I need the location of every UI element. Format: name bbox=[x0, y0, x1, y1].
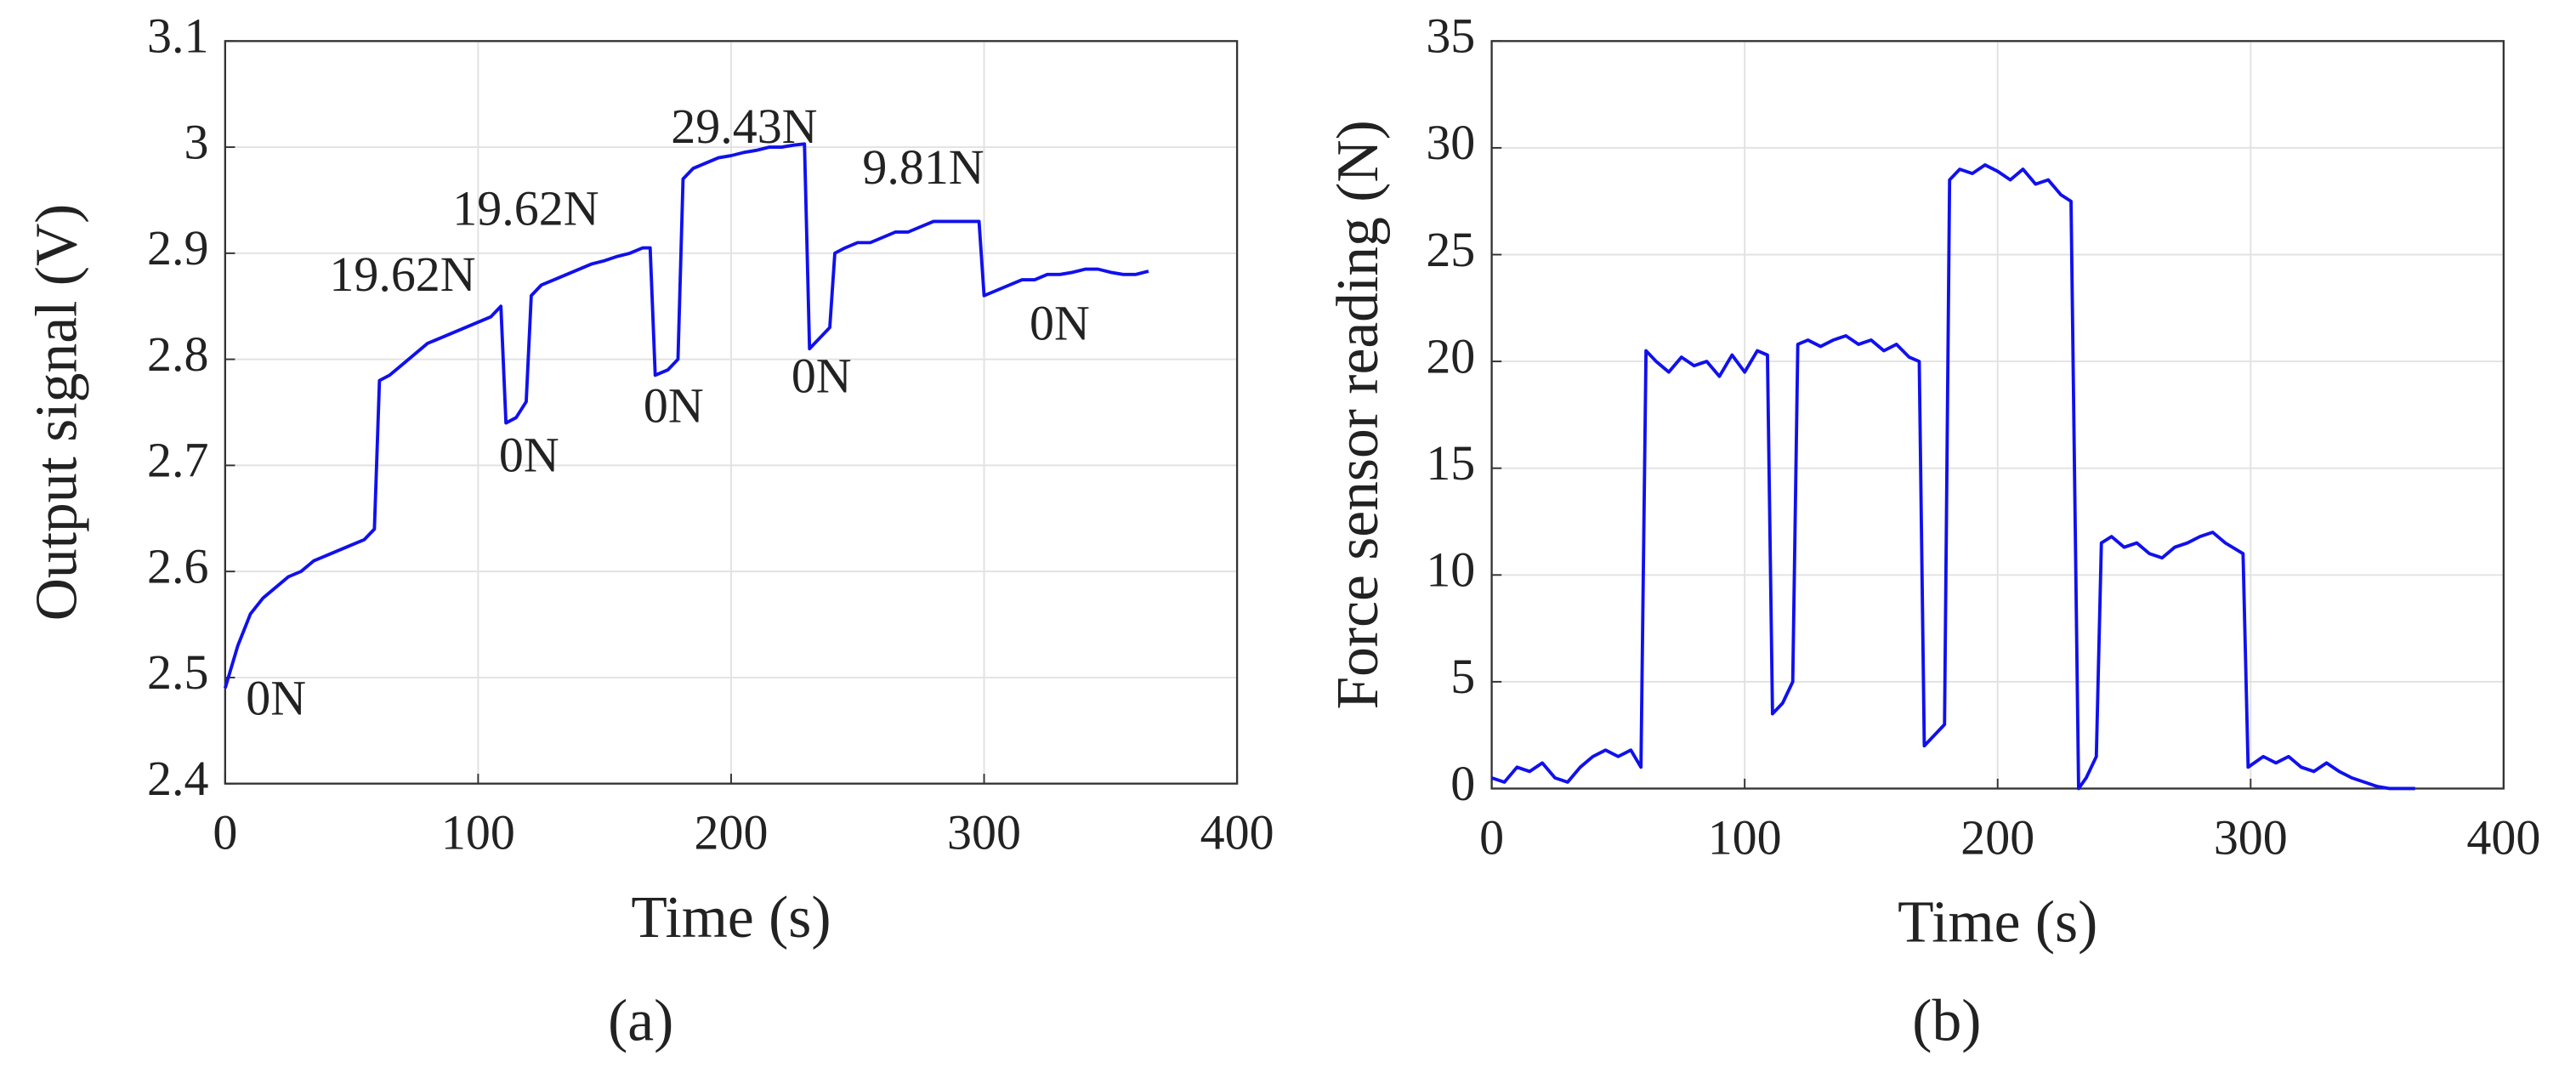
y-tick-label: 10 bbox=[1426, 542, 1475, 598]
y-tick-label: 2.5 bbox=[147, 644, 208, 700]
y-tick-label: 2.4 bbox=[147, 751, 208, 806]
x-tick-label: 200 bbox=[1960, 810, 2034, 866]
annotation: 0N bbox=[1030, 296, 1090, 351]
annotation: 19.62N bbox=[329, 247, 475, 302]
y-tick-label: 25 bbox=[1426, 222, 1475, 277]
x-axis-label: Time (s) bbox=[631, 885, 831, 951]
y-tick-label: 30 bbox=[1426, 115, 1475, 170]
caption: (b) bbox=[1912, 989, 1981, 1054]
y-tick-label: 35 bbox=[1426, 9, 1475, 64]
annotation: 0N bbox=[644, 377, 704, 433]
y-tick-label: 3 bbox=[184, 114, 209, 169]
annotation: 19.62N bbox=[452, 180, 599, 236]
y-axis-label: Force sensor reading (N) bbox=[1325, 120, 1391, 709]
caption: (a) bbox=[608, 989, 673, 1054]
x-tick-label: 400 bbox=[2466, 810, 2540, 866]
x-tick-label: 100 bbox=[441, 805, 515, 860]
x-tick-label: 0 bbox=[213, 805, 237, 860]
y-tick-label: 15 bbox=[1426, 435, 1475, 491]
x-axis-label: Time (s) bbox=[1898, 890, 2097, 956]
y-tick-label: 2.6 bbox=[147, 538, 208, 593]
x-tick-label: 300 bbox=[947, 805, 1021, 860]
y-tick-label: 2.9 bbox=[147, 220, 208, 275]
annotation: 29.43N bbox=[671, 99, 817, 154]
data-line bbox=[1490, 163, 2415, 791]
y-tick-label: 2.8 bbox=[147, 326, 208, 382]
data-line bbox=[223, 142, 1149, 689]
annotation: 9.81N bbox=[862, 139, 984, 195]
plot-frame bbox=[224, 40, 1239, 785]
plot-frame bbox=[1490, 40, 2505, 790]
y-tick-label: 5 bbox=[1450, 649, 1475, 704]
x-tick-label: 400 bbox=[1200, 805, 1274, 860]
x-tick-label: 100 bbox=[1708, 810, 1782, 866]
y-axis-label: Output signal (V) bbox=[25, 204, 90, 621]
y-tick-label: 2.7 bbox=[147, 433, 208, 488]
annotation: 0N bbox=[792, 349, 852, 404]
y-tick-label: 20 bbox=[1426, 328, 1475, 383]
annotation: 0N bbox=[246, 670, 306, 725]
x-tick-label: 200 bbox=[694, 805, 768, 860]
annotation: 0N bbox=[499, 427, 559, 482]
y-tick-label: 0 bbox=[1450, 756, 1475, 811]
x-tick-label: 0 bbox=[1479, 810, 1504, 866]
x-tick-label: 300 bbox=[2214, 810, 2288, 866]
y-tick-label: 3.1 bbox=[147, 9, 208, 64]
